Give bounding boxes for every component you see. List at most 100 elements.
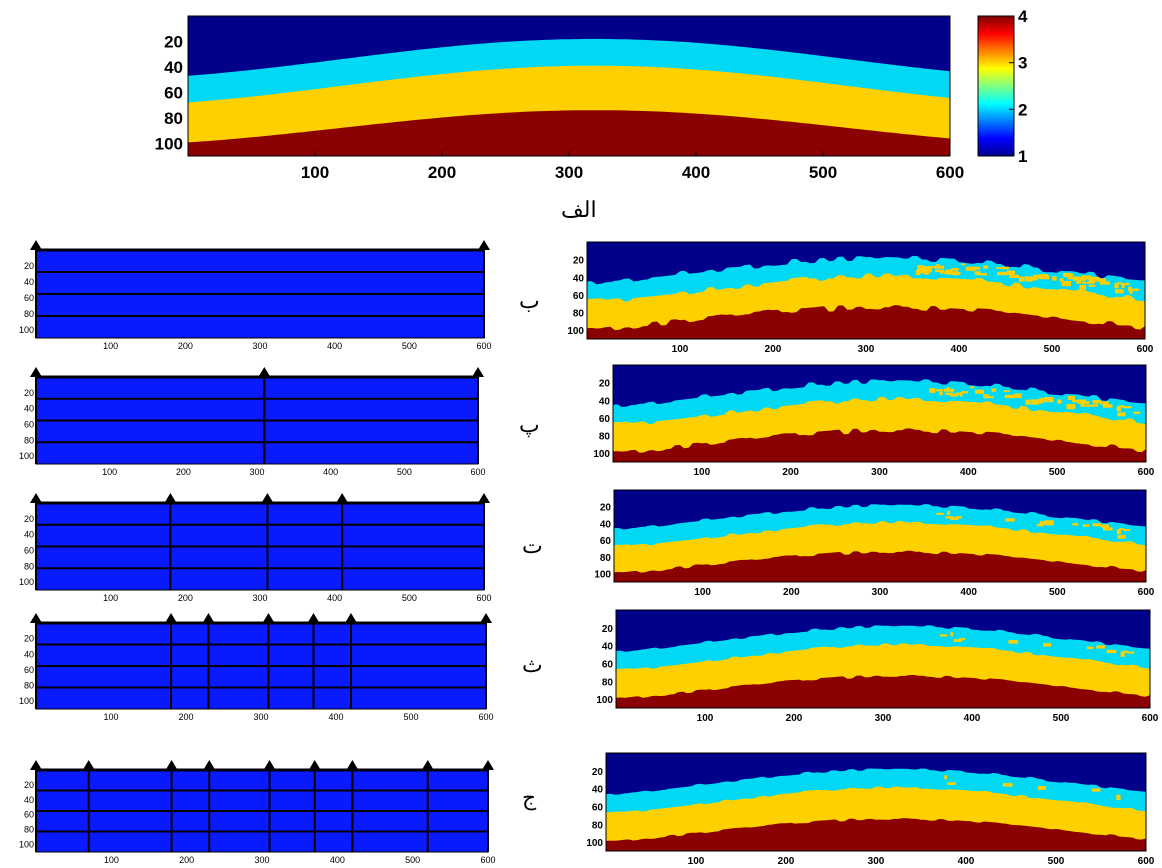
x-tick-label: 100 [103,341,118,351]
layer-4 [188,110,950,156]
x-tick-label: 400 [682,163,710,182]
misfit-speckle [1072,399,1079,403]
x-tick-label: 600 [1138,467,1155,478]
misfit-speckle [936,389,944,392]
boundary-marker [261,493,274,503]
y-tick-label: 80 [24,561,34,571]
misfit-speckle [979,273,987,276]
misfit-speckle [983,265,989,269]
misfit-speckle [1114,289,1124,294]
y-tick-label: 80 [602,677,614,688]
misfit-speckle [1100,524,1109,528]
x-tick-label: 300 [253,712,268,722]
x-tick-label: 200 [178,593,193,603]
misfit-speckle [1092,523,1102,527]
boundary-marker [345,613,357,623]
y-tick-label: 60 [573,291,585,302]
misfit-speckle [944,775,948,780]
misfit-speckle [1117,412,1126,417]
boundary-marker [346,760,359,770]
misfit-speckle [1067,276,1074,280]
misfit-speckle [1079,285,1086,290]
x-tick-label: 400 [330,855,345,865]
misfit-speckle [1090,277,1099,282]
misfit-speckle [1066,404,1076,410]
x-tick-label: 100 [697,713,714,724]
misfit-speckle [950,393,959,397]
y-tick-label: 80 [164,109,183,128]
y-tick-label: 20 [592,767,604,778]
boundary-marker [30,613,42,623]
misfit-speckle [1088,284,1096,287]
model-frame [612,364,1147,463]
boundary-marker [30,493,42,503]
boundary-marker [478,240,490,250]
x-tick-label: 200 [428,163,456,182]
x-tick-label: 100 [688,856,705,867]
misfit-speckle [945,516,955,519]
boundary-marker [30,367,42,377]
x-tick-label: 100 [103,593,118,603]
misfit-speckle [947,510,950,515]
misfit-speckle [1077,399,1086,404]
misfit-speckle [961,263,966,266]
x-tick-label: 500 [1049,467,1066,478]
misfit-speckle [1122,650,1129,653]
y-tick-label: 100 [19,840,34,850]
misfit-speckle [958,637,966,641]
misfit-speckle [1081,281,1092,284]
x-tick-label: 200 [178,712,193,722]
y-tick-label: 60 [164,83,183,102]
y-tick-label: 80 [24,825,34,835]
x-tick-label: 300 [555,163,583,182]
misfit-speckle [950,272,961,275]
x-tick-label: 200 [778,856,795,867]
misfit-speckle [1059,278,1064,282]
y-tick-label: 20 [600,503,612,514]
misfit-speckle [1040,275,1050,280]
misfit-speckle [950,632,954,637]
y-tick-label: 100 [586,838,603,849]
x-tick-label: 400 [960,587,977,598]
layer-4 [606,818,1146,851]
colorbar-tick-label: 4 [1018,7,1028,26]
misfit-speckle [1092,400,1102,404]
misfit-speckle [1114,283,1119,289]
y-tick-label: 100 [596,695,613,706]
label-pe: پ [519,412,540,437]
x-tick-label: 300 [868,856,885,867]
x-tick-label: 200 [765,344,782,355]
boundary-marker [336,493,349,503]
misfit-speckle [1117,534,1126,539]
misfit-speckle [1061,281,1071,287]
y-tick-label: 60 [24,545,34,555]
y-tick-label: 80 [573,309,585,320]
y-tick-label: 40 [599,396,611,407]
misfit-speckle [1025,399,1031,405]
x-tick-label: 500 [402,341,417,351]
misfit-speckle [972,266,981,270]
y-tick-label: 40 [24,795,34,805]
misfit-speckle [945,392,954,396]
misfit-speckle [939,391,943,396]
misfit-speckle [1086,646,1094,650]
label-jim: ج [522,785,537,810]
misfit-speckle [1091,788,1101,792]
y-tick-label: 60 [24,293,34,303]
misfit-speckle [1097,278,1107,282]
y-tick-label: 80 [24,435,34,445]
misfit-speckle [1033,274,1042,279]
x-tick-label: 500 [403,712,418,722]
label-alef: الف [561,197,597,222]
misfit-speckle [1120,651,1125,657]
misfit-speckle [991,388,997,392]
x-tick-label: 100 [301,163,329,182]
y-tick-label: 60 [24,665,34,675]
misfit-speckle [1128,286,1132,292]
y-tick-label: 40 [573,273,585,284]
x-tick-label: 200 [782,467,799,478]
y-tick-label: 40 [600,519,612,530]
y-tick-label: 40 [592,785,604,796]
y-tick-label: 60 [602,659,614,670]
x-tick-label: 400 [328,712,343,722]
